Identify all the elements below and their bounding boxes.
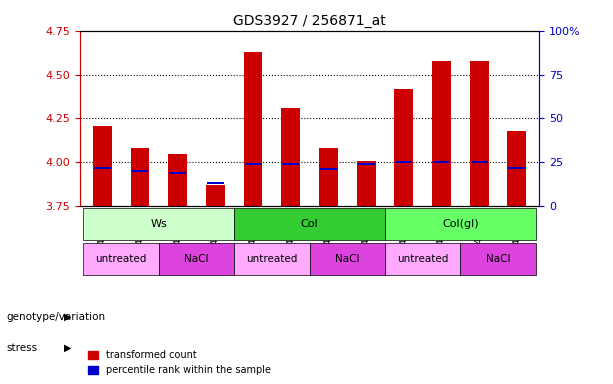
Bar	[508, 131, 526, 206]
Text: untreated: untreated	[246, 254, 297, 264]
Bar	[132, 170, 148, 172]
Bar	[93, 126, 112, 206]
FancyBboxPatch shape	[460, 243, 536, 275]
Title: GDS3927 / 256871_at: GDS3927 / 256871_at	[233, 14, 386, 28]
FancyBboxPatch shape	[385, 243, 460, 275]
Bar	[168, 154, 187, 206]
Text: genotype/variation: genotype/variation	[6, 312, 105, 322]
Text: NaCl: NaCl	[485, 254, 510, 264]
Text: Col(gl): Col(gl)	[442, 219, 479, 229]
Bar	[470, 61, 489, 206]
Bar	[319, 148, 338, 206]
Bar	[245, 163, 262, 165]
Bar	[357, 161, 376, 206]
Text: untreated: untreated	[397, 254, 448, 264]
Bar	[169, 172, 186, 174]
Text: NaCl: NaCl	[185, 254, 209, 264]
Text: Col: Col	[301, 219, 318, 229]
Text: ▶: ▶	[64, 312, 72, 322]
Bar	[394, 89, 413, 206]
Text: NaCl: NaCl	[335, 254, 359, 264]
FancyBboxPatch shape	[234, 243, 310, 275]
Bar	[508, 167, 525, 169]
Bar	[94, 167, 111, 169]
Text: ▶: ▶	[64, 343, 72, 353]
Legend: transformed count, percentile rank within the sample: transformed count, percentile rank withi…	[85, 346, 275, 379]
Bar	[471, 161, 487, 164]
FancyBboxPatch shape	[385, 208, 536, 240]
FancyBboxPatch shape	[310, 243, 385, 275]
Bar	[433, 161, 450, 164]
Text: Ws: Ws	[150, 219, 167, 229]
Bar	[432, 61, 451, 206]
Bar	[395, 161, 413, 164]
FancyBboxPatch shape	[83, 243, 159, 275]
Bar	[206, 185, 225, 206]
Text: untreated: untreated	[96, 254, 147, 264]
Bar	[282, 163, 299, 165]
Bar	[320, 168, 337, 170]
Text: stress: stress	[6, 343, 37, 353]
Bar	[207, 182, 224, 184]
Bar	[131, 148, 150, 206]
FancyBboxPatch shape	[234, 208, 385, 240]
Bar	[243, 52, 262, 206]
FancyBboxPatch shape	[83, 208, 234, 240]
Bar	[281, 108, 300, 206]
Bar	[357, 163, 375, 165]
FancyBboxPatch shape	[159, 243, 234, 275]
